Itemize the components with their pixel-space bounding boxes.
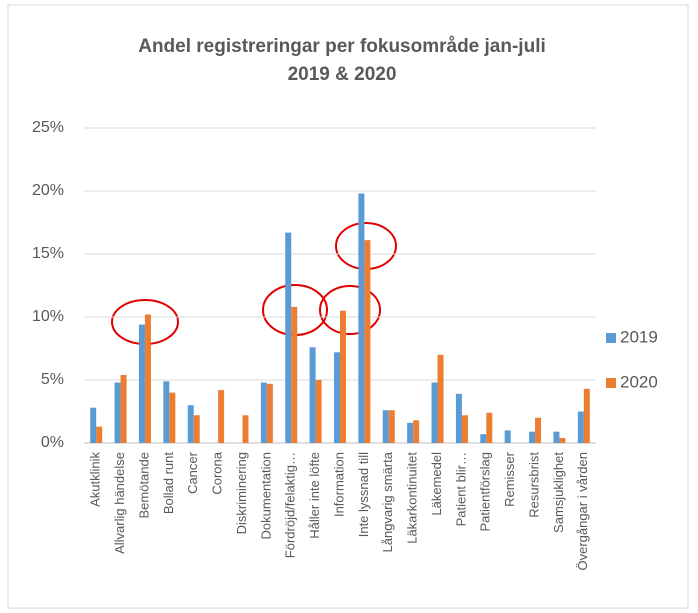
x-tick-label: Övergångar i vården: [575, 452, 590, 571]
x-tick-label: Information: [331, 452, 346, 517]
bar: [388, 410, 395, 443]
bar: [260, 382, 267, 443]
bar: [334, 352, 340, 443]
legend-swatch: [606, 378, 616, 388]
bar: [559, 437, 566, 443]
bar: [96, 426, 103, 443]
y-tick-label: 0%: [41, 434, 64, 451]
bar: [120, 374, 127, 443]
legend-swatch: [606, 333, 616, 343]
bar: [553, 431, 560, 443]
bar: [486, 412, 493, 443]
bar: [504, 430, 511, 443]
x-tick-label: Resursbrist: [526, 452, 541, 518]
x-tick-label: Läkarkontinuitet: [405, 452, 420, 544]
bar: [340, 310, 346, 443]
legend-label: 2020: [620, 372, 658, 391]
bar: [480, 434, 487, 443]
x-tick-label: Håller inte löfte: [307, 452, 322, 539]
y-tick-label: 15%: [32, 245, 64, 262]
bar: [529, 431, 536, 443]
chart-title: Andel registreringar per fokusområde jan…: [138, 36, 546, 57]
bar: [138, 324, 145, 443]
bar: [144, 314, 151, 443]
x-tick-label: Dokumentation: [258, 452, 273, 539]
x-tick-label: Läkemedel: [429, 452, 444, 516]
x-tick-label: Patient blir…: [453, 452, 468, 526]
y-tick-label: 25%: [32, 119, 64, 136]
bar: [90, 407, 97, 443]
bar: [431, 382, 438, 443]
bar: [242, 415, 249, 443]
bar: [187, 405, 194, 443]
chart-title: 2019 & 2020: [288, 64, 397, 85]
x-tick-label: Akutklinik: [88, 452, 103, 507]
bar: [535, 417, 542, 443]
bar: [358, 193, 365, 443]
x-tick-label: Bemötande: [136, 452, 151, 519]
x-tick-label: Samsjuklighet: [551, 452, 566, 533]
y-tick-label: 5%: [41, 371, 64, 388]
x-tick-label: Långvarig smärta: [380, 451, 395, 552]
bar: [218, 390, 225, 443]
bar: [169, 392, 176, 443]
bar: [577, 411, 584, 443]
bar: [309, 347, 316, 443]
x-tick-label: Cancer: [185, 451, 200, 494]
legend-label: 2019: [620, 327, 658, 346]
bar: [266, 383, 273, 443]
bar: [407, 422, 414, 443]
y-tick-label: 20%: [32, 182, 64, 199]
bar: [583, 388, 590, 443]
bar: [455, 393, 462, 443]
bar: [193, 415, 200, 443]
x-tick-label: Allvarlig händelse: [112, 452, 127, 554]
highlight-circle: [319, 285, 381, 335]
bar: [461, 415, 468, 443]
y-tick-label: 10%: [32, 308, 64, 325]
x-tick-label: Fördröjd/felaktig…: [283, 452, 298, 558]
x-tick-label: Patientförslag: [478, 452, 493, 532]
x-tick-label: Remisser: [502, 451, 517, 507]
bar: [315, 380, 322, 443]
bar: [291, 306, 298, 443]
x-tick-label: Bollad runt: [161, 452, 176, 515]
bar: [114, 382, 121, 443]
bar: [437, 354, 444, 443]
bar: [413, 420, 420, 443]
x-tick-label: Corona: [210, 451, 225, 494]
bar: [364, 240, 371, 443]
bar: [163, 381, 170, 443]
x-tick-label: Diskriminering: [234, 452, 249, 534]
bar: [382, 410, 389, 443]
x-tick-label: Inte lyssnad till: [356, 452, 371, 537]
bar: [285, 232, 292, 443]
